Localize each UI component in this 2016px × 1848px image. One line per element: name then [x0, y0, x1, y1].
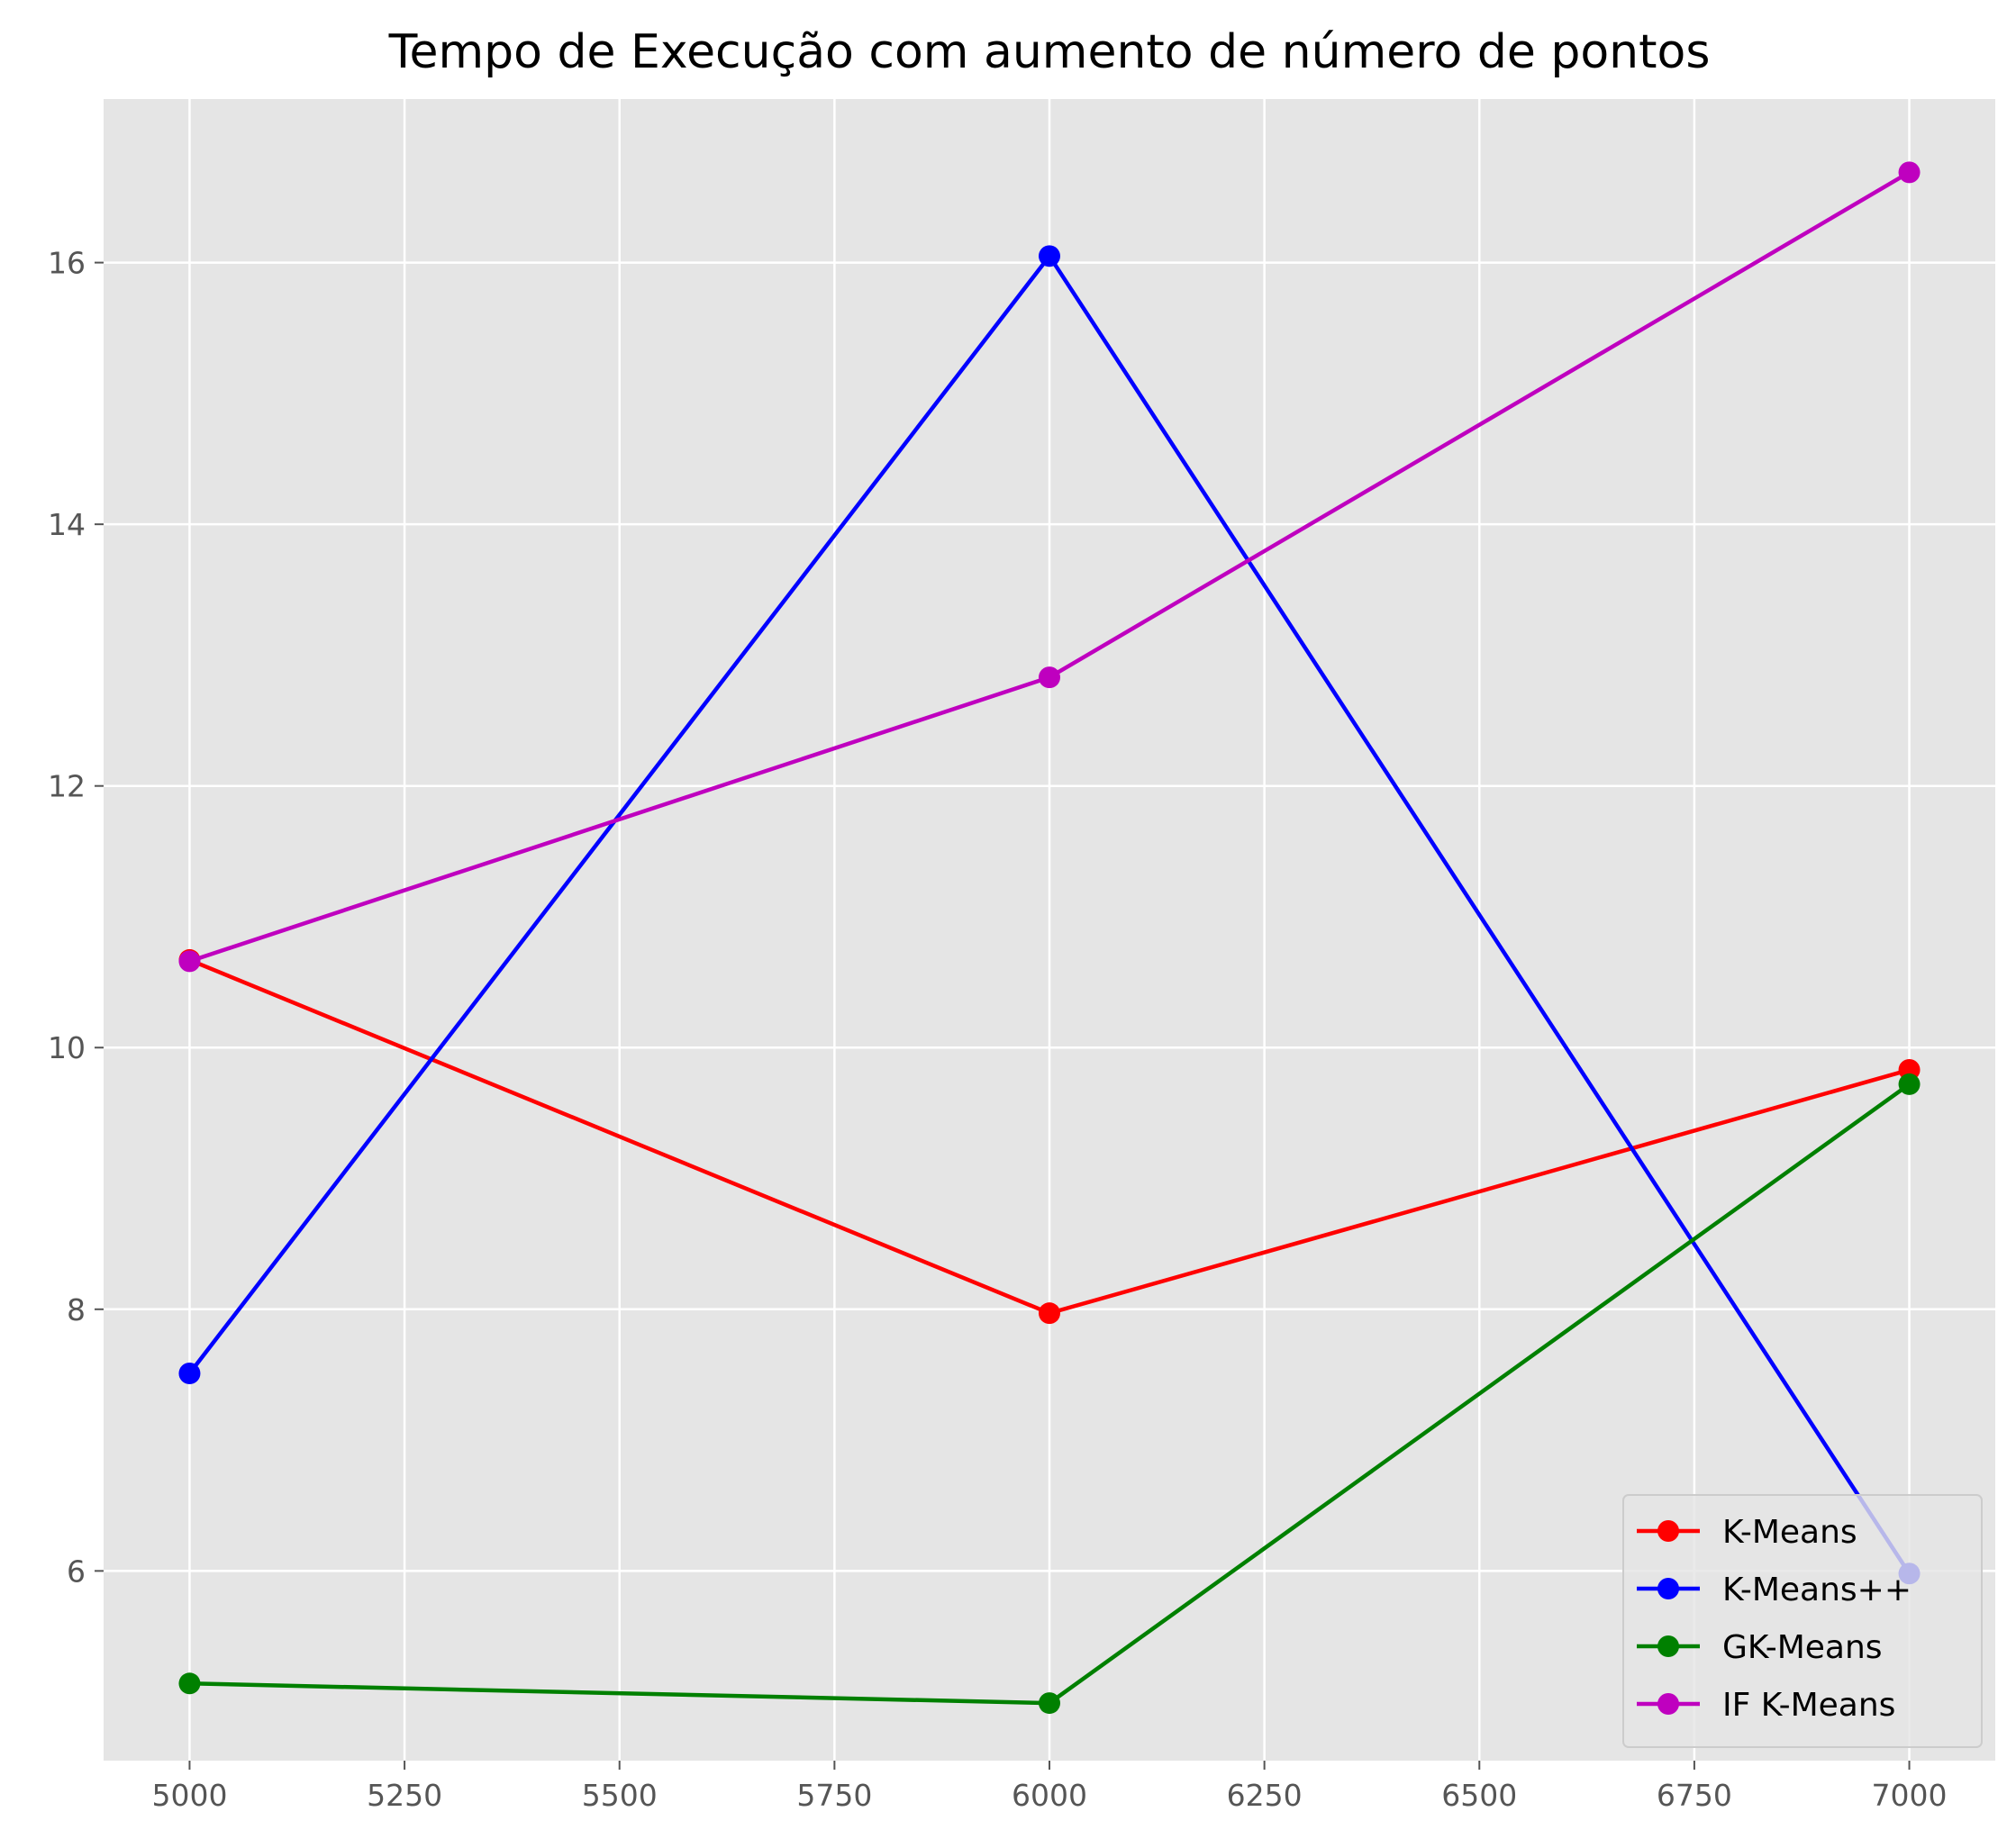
- data-point: [1898, 1073, 1921, 1095]
- series-if-k-means: [178, 161, 1921, 973]
- x-tick-label: 7000: [1872, 1778, 1948, 1813]
- data-point: [1898, 161, 1921, 184]
- x-tick-label: 6500: [1441, 1778, 1517, 1813]
- series-gk-means: [178, 1073, 1921, 1715]
- y-tick-label: 6: [67, 1554, 86, 1589]
- axes: 5000 5250 5500 5750 6000 6250 6500 6750 7000 6 8 10…: [48, 246, 1948, 1813]
- legend-item: GK-Means: [1637, 1629, 1883, 1666]
- y-tick-label: 8: [67, 1292, 86, 1327]
- legend-label: K-Means: [1722, 1514, 1857, 1551]
- legend-label: IF K-Means: [1722, 1687, 1895, 1724]
- legend-label: K-Means++: [1722, 1572, 1912, 1608]
- legend-marker: [1657, 1578, 1679, 1599]
- series-layer: [178, 161, 1921, 1715]
- data-point: [1039, 666, 1060, 689]
- legend-label: GK-Means: [1722, 1629, 1883, 1666]
- data-point: [1039, 1302, 1060, 1325]
- data-point: [178, 1362, 201, 1384]
- y-tick-label: 14: [48, 507, 86, 542]
- x-tick-label: 6750: [1657, 1778, 1732, 1813]
- chart-title: Tempo de Execução com aumento de número …: [388, 25, 1711, 79]
- x-tick-label: 6250: [1227, 1778, 1303, 1813]
- y-tick-label: 10: [48, 1030, 86, 1065]
- data-point: [1039, 1692, 1060, 1715]
- data-point: [178, 950, 201, 973]
- x-tick-label: 6000: [1012, 1778, 1087, 1813]
- series-k-means-: [178, 245, 1921, 1585]
- data-point: [1039, 245, 1060, 267]
- legend: K-Means K-Means++ GK-Means IF K-Means: [1622, 1494, 1983, 1748]
- data-point: [178, 1672, 201, 1695]
- legend-marker: [1657, 1693, 1679, 1715]
- legend-box: [1622, 1494, 1983, 1748]
- legend-item: IF K-Means: [1637, 1687, 1895, 1724]
- legend-marker: [1657, 1520, 1679, 1542]
- y-tick-label: 12: [48, 769, 86, 804]
- legend-marker: [1657, 1635, 1679, 1657]
- legend-item: K-Means: [1637, 1514, 1857, 1551]
- x-tick-label: 5250: [367, 1778, 442, 1813]
- y-tick-label: 16: [48, 246, 86, 281]
- legend-item: K-Means++: [1637, 1572, 1912, 1608]
- x-tick-label: 5000: [151, 1778, 227, 1813]
- x-tick-label: 5500: [582, 1778, 658, 1813]
- x-tick-label: 5750: [796, 1778, 872, 1813]
